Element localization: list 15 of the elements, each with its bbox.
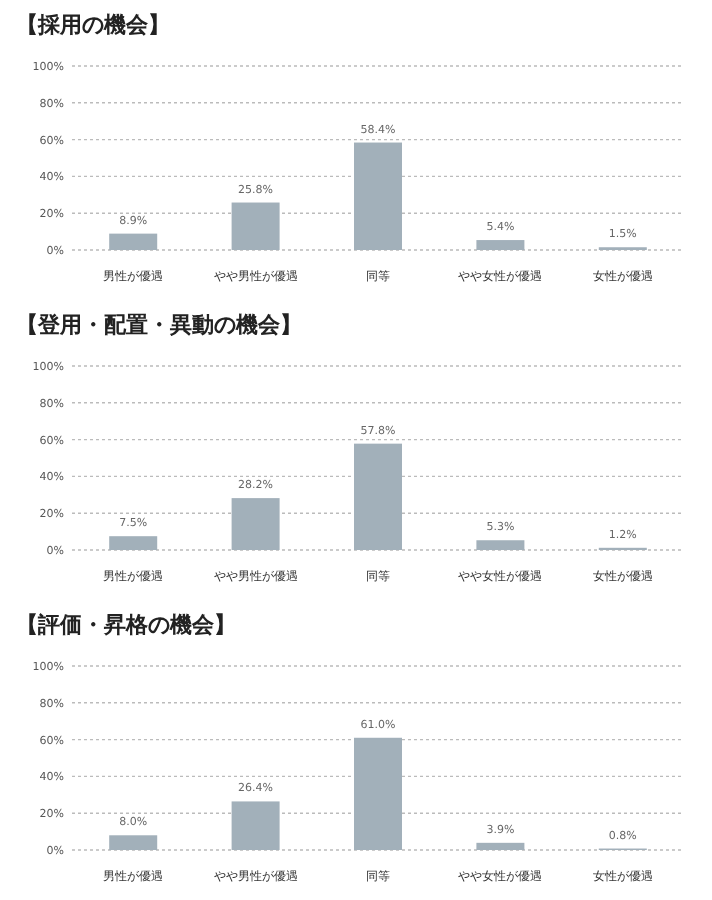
bar — [231, 202, 280, 250]
bar — [109, 233, 158, 250]
bar — [354, 443, 402, 550]
chart-title: 【評価・昇格の機会】 — [16, 612, 236, 638]
bar — [231, 801, 280, 850]
chart-title: 【採用の機会】 — [16, 12, 170, 38]
bar — [354, 142, 402, 250]
bar — [476, 842, 525, 850]
bar — [109, 835, 158, 850]
bar — [231, 498, 280, 550]
bar — [476, 540, 525, 550]
bar — [476, 240, 525, 250]
bar — [354, 737, 402, 850]
chart-title: 【登用・配置・異動の機会】 — [16, 312, 302, 338]
bar — [109, 536, 158, 550]
